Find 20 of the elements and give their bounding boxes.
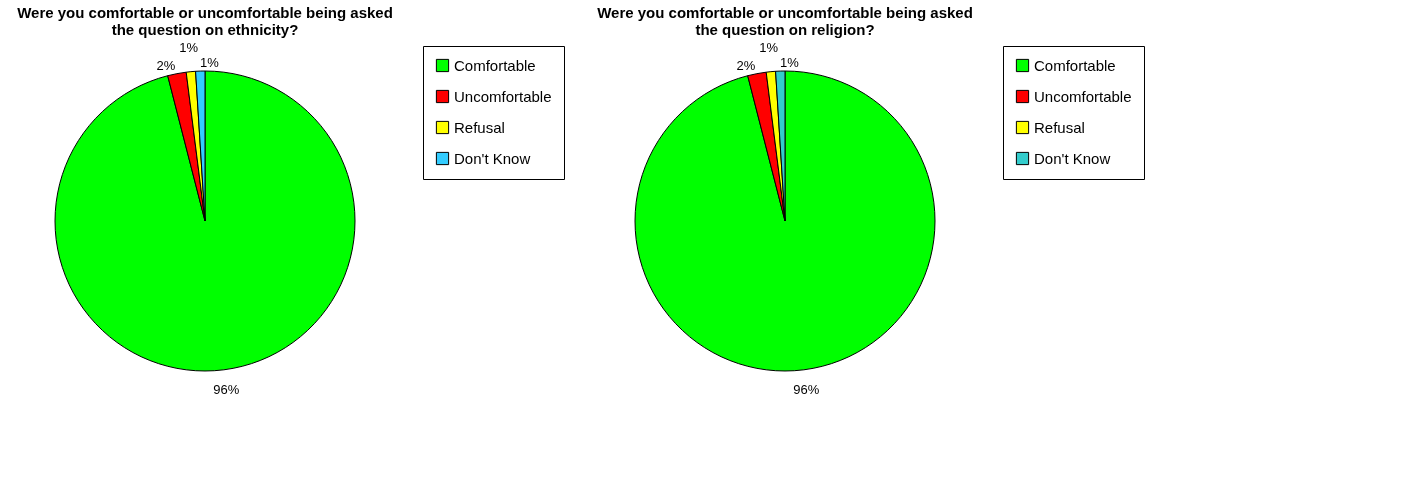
pie-slice: [634, 70, 936, 372]
legend-label: Don't Know: [1034, 149, 1111, 167]
data-label: 96%: [793, 381, 820, 397]
chart-title: Were you comfortable or uncomfortable being asked the question on religion?: [597, 3, 973, 38]
data-label: 96%: [213, 381, 240, 397]
legend-label: Comfortable: [1034, 56, 1116, 74]
legend-label: Refusal: [1034, 118, 1085, 136]
chart-title: Were you comfortable or uncomfortable being asked the question on ethnicity?: [17, 3, 393, 38]
data-label: 1%: [200, 55, 220, 71]
data-label: 1%: [759, 39, 779, 55]
data-label: 2%: [156, 57, 176, 73]
data-label: 1%: [780, 55, 800, 71]
legend-label: Refusal: [454, 118, 505, 136]
legend-label: Don't Know: [454, 149, 531, 167]
legend-label: Comfortable: [454, 56, 536, 74]
legend-label: Uncomfortable: [1034, 87, 1132, 105]
data-label: 1%: [179, 39, 199, 55]
data-label: 2%: [736, 57, 756, 73]
legend-label: Uncomfortable: [454, 87, 552, 105]
pie-slice: [54, 70, 356, 372]
